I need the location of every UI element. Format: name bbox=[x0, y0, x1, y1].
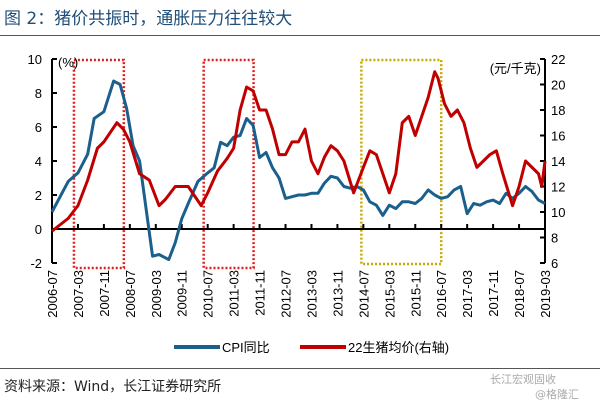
y-right-tick-label: 8 bbox=[551, 231, 558, 246]
y-tick-label: 2 bbox=[35, 188, 42, 203]
y-right-tick-label: 12 bbox=[551, 180, 565, 195]
y-right-tick-label: 18 bbox=[551, 103, 565, 118]
x-tick-label: 2018-07 bbox=[512, 270, 527, 318]
watermark-site: @格隆汇 bbox=[535, 386, 579, 402]
x-tick-label: 2007-11 bbox=[97, 270, 112, 317]
source-divider bbox=[0, 368, 600, 369]
x-tick-label: 2009-03 bbox=[149, 270, 164, 318]
y-right-tick-label: 22 bbox=[551, 52, 565, 67]
cpi-line bbox=[52, 81, 545, 260]
y-right-tick-label: 14 bbox=[551, 154, 565, 169]
y-tick-label: 6 bbox=[35, 120, 42, 135]
x-tick-label: 2015-11 bbox=[408, 270, 423, 317]
y-tick-label: 8 bbox=[35, 86, 42, 101]
y-tick-label: 4 bbox=[35, 154, 42, 169]
x-tick-label: 2017-11 bbox=[486, 270, 501, 317]
source-note: 资料来源：Wind，长江证券研究所 bbox=[4, 376, 221, 396]
y-right-tick-label: 20 bbox=[551, 78, 565, 93]
x-tick-label: 2010-07 bbox=[201, 270, 216, 318]
y-right-tick-label: 10 bbox=[551, 205, 565, 220]
x-tick-label: 2015-03 bbox=[382, 270, 397, 318]
x-tick-label: 2013-03 bbox=[304, 270, 319, 318]
x-tick-label: 2006-07 bbox=[45, 270, 60, 318]
x-tick-label: 2007-03 bbox=[71, 270, 86, 318]
y-tick-label: 10 bbox=[28, 52, 42, 67]
x-tick-label: 2012-07 bbox=[279, 270, 294, 318]
y-tick-label: 0 bbox=[35, 222, 42, 237]
legend-cpi-label: CPI同比 bbox=[222, 340, 270, 355]
x-tick-label: 2013-11 bbox=[330, 270, 345, 317]
legend-pig-label: 22生猪均价(右轴) bbox=[348, 340, 449, 355]
watermark-account: 长江宏观固收 bbox=[490, 371, 556, 387]
y-right-tick-label: 16 bbox=[551, 129, 565, 144]
x-tick-label: 2011-11 bbox=[253, 270, 268, 316]
x-tick-label: 2014-07 bbox=[356, 270, 371, 318]
right-unit-label: (元/千克) bbox=[490, 61, 541, 76]
x-tick-label: 2017-03 bbox=[460, 270, 475, 318]
y-right-tick-label: 6 bbox=[551, 256, 558, 271]
x-tick-label: 2009-11 bbox=[175, 270, 190, 317]
x-tick-label: 2019-03 bbox=[538, 270, 553, 318]
x-tick-label: 2011-03 bbox=[227, 270, 242, 317]
y-tick-label: -2 bbox=[30, 256, 42, 271]
x-tick-label: 2016-07 bbox=[434, 270, 449, 318]
x-tick-label: 2008-07 bbox=[123, 270, 138, 318]
left-unit-label: (%) bbox=[58, 55, 78, 70]
